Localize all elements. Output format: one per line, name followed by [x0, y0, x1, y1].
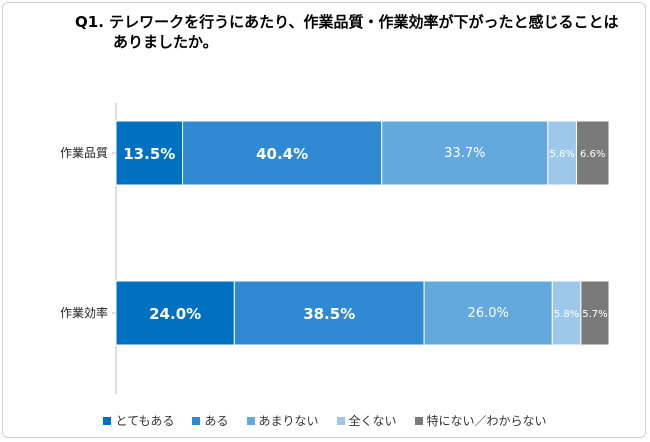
- legend-swatch: [336, 416, 345, 425]
- bar-segment: [547, 120, 577, 186]
- legend-label: とてもある: [115, 414, 175, 428]
- legend-item: 特にない／わからない: [414, 412, 547, 429]
- legend-label: あまりない: [258, 414, 319, 428]
- legend-swatch: [246, 416, 255, 425]
- data-label: 24.0%: [149, 305, 201, 323]
- bar-segment: [115, 120, 184, 186]
- legend-swatch: [414, 416, 423, 425]
- data-label: 5.8%: [554, 309, 579, 320]
- legend-label: 特にない／わからない: [426, 414, 547, 428]
- category-label: 作業効率: [60, 305, 108, 320]
- legend-swatch: [192, 416, 201, 425]
- chart-legend: とてもある ある あまりない 全くない 特にない／わからない: [0, 412, 650, 429]
- data-label: 26.0%: [468, 306, 509, 321]
- legend-item: 全くない: [336, 412, 397, 429]
- data-label: 6.6%: [580, 149, 605, 160]
- legend-item: ある: [192, 412, 229, 429]
- legend-swatch: [103, 416, 112, 425]
- title-line-1: テレワークを行うにあたり、作業品質・作業効率が下がったと感じることは: [109, 13, 619, 31]
- data-label: 40.4%: [256, 145, 308, 163]
- legend-label: ある: [204, 414, 229, 428]
- bar-segment: [575, 120, 610, 186]
- legend-item: あまりない: [246, 412, 319, 429]
- bar-segment: [423, 280, 553, 346]
- legend-item: とてもある: [103, 412, 174, 429]
- data-label: 13.5%: [123, 145, 175, 163]
- bar-segment: [580, 280, 610, 346]
- bar-segment: [115, 280, 235, 346]
- bar-segment: [233, 280, 425, 346]
- question-number: Q1.: [75, 13, 104, 31]
- data-label: 33.7%: [444, 146, 485, 161]
- bar-segment: [182, 120, 383, 186]
- title-line-2: ありましたか。: [113, 33, 218, 51]
- data-label: 5.8%: [549, 149, 574, 160]
- legend-label: 全くない: [348, 414, 397, 428]
- chart-title: Q1. テレワークを行うにあたり、作業品質・作業効率が下がったと感じることは あ…: [75, 12, 635, 52]
- category-label: 作業品質: [60, 145, 108, 160]
- bar-segment: [381, 120, 549, 186]
- chart-frame: [2, 2, 646, 438]
- data-label: 38.5%: [303, 305, 355, 323]
- data-label: 5.7%: [582, 309, 607, 320]
